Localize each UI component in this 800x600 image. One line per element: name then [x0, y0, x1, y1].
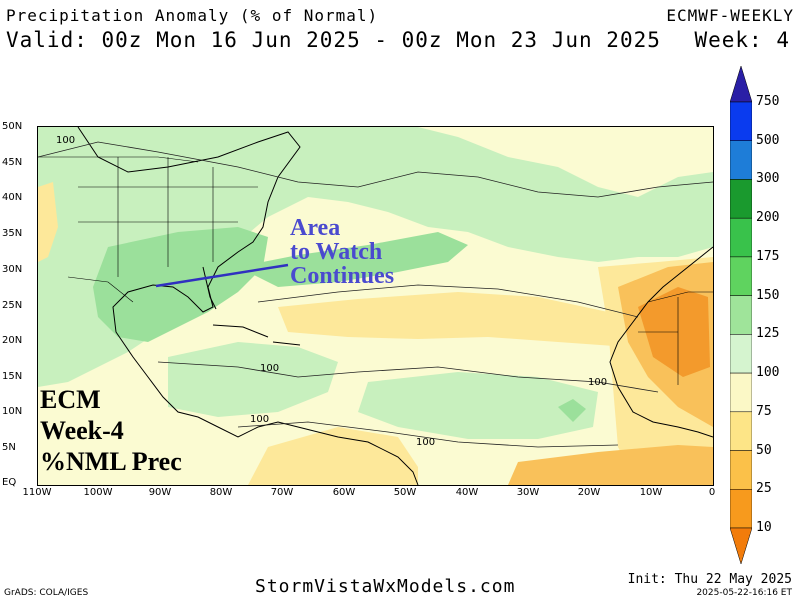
green-spot-cape-verde	[558, 399, 586, 422]
lat-label-30n: 30N	[2, 264, 23, 275]
contour-label-2: 100	[260, 363, 279, 374]
legend-label: 200	[756, 210, 780, 226]
legend-swatch	[729, 334, 753, 374]
lon-label-90w: 90W	[148, 487, 172, 498]
coast-africa	[609, 246, 713, 438]
lon-label-100w: 100W	[83, 487, 113, 498]
coast-south-america	[317, 431, 419, 485]
contour-labels: 100 100 100 100 100	[56, 135, 607, 448]
border-us-mexico	[67, 276, 134, 303]
model-name: ECMWF-WEEKLY	[666, 6, 794, 25]
legend-label: 300	[756, 171, 780, 187]
coast-hispaniola	[272, 341, 301, 346]
ecm-annot-line3: %NML Prec	[40, 447, 182, 477]
border-africa-1	[647, 291, 713, 303]
lat-label-10n: 10N	[2, 406, 23, 417]
lon-label-110w: 110W	[22, 487, 52, 498]
legend-swatch	[729, 372, 753, 413]
lon-label-0: 0	[708, 487, 716, 498]
contour-label-1: 100	[56, 135, 75, 146]
legend-cap-top	[729, 65, 753, 103]
yellow-band-subtropics	[278, 292, 638, 347]
ecm-annot-line1: ECM	[40, 385, 101, 414]
lat-label-45n: 45N	[2, 157, 23, 168]
ecm-annotation: ECM Week-4 %NML Prec	[40, 384, 182, 478]
legend-swatch	[729, 450, 753, 490]
legend-swatch	[729, 489, 753, 529]
legend-label: 175	[756, 248, 780, 264]
legend-label: 125	[756, 326, 780, 342]
lat-label-35n: 35N	[2, 228, 23, 239]
legend-swatch	[729, 256, 753, 296]
lon-label-30w: 30W	[516, 487, 540, 498]
area-annot-line3: Continues	[290, 263, 395, 289]
lat-label-20n: 20N	[2, 335, 23, 346]
map-title: Precipitation Anomaly (% of Normal)	[6, 6, 379, 25]
legend-label: 100	[756, 365, 780, 381]
forecast-week: Week: 4	[694, 28, 790, 52]
lon-label-10w: 10W	[639, 487, 663, 498]
green-region-atlantic-band	[238, 232, 468, 287]
contour-label-3: 100	[250, 414, 269, 425]
lat-label-5n: 5N	[2, 442, 16, 453]
site-credit: StormVistaWxModels.com	[255, 576, 516, 597]
lat-label-40n: 40N	[2, 192, 23, 203]
yellow-west-edge	[38, 182, 58, 262]
legend-swatch	[729, 179, 753, 219]
area-pointer-line	[155, 263, 289, 288]
green-region-tropics	[358, 372, 598, 439]
borders	[38, 156, 713, 385]
lon-label-50w: 50W	[393, 487, 417, 498]
legend-label: 500	[756, 132, 780, 148]
contour-south	[237, 421, 619, 448]
init-time: Init: Thu 22 May 2025	[627, 572, 792, 587]
ecm-annot-line2: Week-4	[40, 416, 124, 446]
legend-swatch	[729, 101, 753, 141]
legend-label: 750	[756, 94, 780, 109]
contour-label-5: 100	[588, 377, 607, 388]
legend-cap-bottom	[729, 527, 753, 565]
contour-tropic	[157, 361, 659, 393]
anomaly-map: 100 100 100 100 100	[37, 126, 714, 486]
coast-north-america	[77, 127, 319, 438]
contour-lines	[38, 141, 713, 448]
lon-label-20w: 20W	[577, 487, 601, 498]
area-to-watch-annotation: Area to Watch Continues	[290, 216, 394, 288]
legend-label: 10	[756, 520, 772, 535]
border-us-canada	[38, 156, 199, 163]
valid-period: Valid: 00z Mon 16 Jun 2025 - 00z Mon 23 …	[6, 28, 661, 52]
legend-label: 150	[756, 287, 780, 303]
green-region-caribbean	[168, 342, 338, 417]
legend-swatch	[729, 295, 753, 335]
grads-credit: GrADS: COLA/IGES	[4, 588, 89, 598]
lat-label-25n: 25N	[2, 300, 23, 311]
green-region-gulf	[93, 227, 268, 342]
lat-label-eq: EQ	[2, 477, 17, 488]
contour-north	[38, 141, 713, 198]
orange-band-gulf-guinea	[508, 445, 713, 485]
legend-label: 75	[756, 403, 772, 419]
area-annot-line2: to Watch	[290, 239, 383, 265]
lon-label-40w: 40W	[455, 487, 479, 498]
lat-label-50n: 50N	[2, 121, 23, 132]
colorbar-legend	[729, 65, 753, 565]
legend-label: 25	[756, 481, 772, 497]
legend-swatch	[729, 217, 753, 258]
contour-subtropic	[257, 284, 639, 318]
legend-swatch	[729, 411, 753, 451]
generation-stamp: 2025-05-22-16:16 ET	[696, 588, 792, 598]
coast-cuba	[212, 324, 269, 338]
green-region-north	[38, 127, 713, 387]
legend-swatch	[729, 140, 753, 180]
legend-label: 50	[756, 442, 772, 458]
yellow-south-america	[248, 427, 418, 485]
area-annot-line1: Area	[290, 215, 341, 241]
lat-label-15n: 15N	[2, 371, 23, 382]
lon-label-70w: 70W	[270, 487, 294, 498]
contour-label-4: 100	[416, 437, 435, 448]
below-normal-regions	[38, 182, 713, 485]
lon-label-60w: 60W	[332, 487, 356, 498]
lon-label-80w: 80W	[209, 487, 233, 498]
